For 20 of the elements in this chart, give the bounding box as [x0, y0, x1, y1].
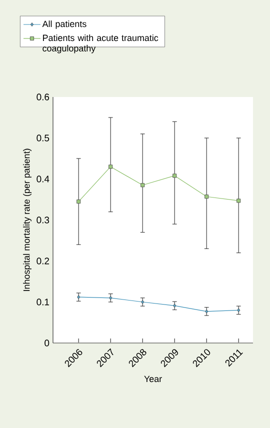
- point: [236, 198, 241, 203]
- y-axis-title: Inhospital mortality rate (per patient): [23, 148, 32, 291]
- point: [76, 200, 81, 204]
- point: [173, 304, 176, 308]
- point: [140, 183, 145, 188]
- point: [237, 308, 240, 312]
- y-tick-label: 0.1: [36, 298, 50, 306]
- y-tick-label: 0: [44, 340, 50, 346]
- y-tick-label: 0.2: [36, 258, 50, 264]
- x-axis-title: Year: [144, 376, 162, 382]
- point: [204, 194, 209, 199]
- y-tick-label: 0.4: [36, 176, 50, 182]
- legend-label: Patients with acute traumatic coagulopathy: [42, 34, 158, 54]
- y-tick-label: 0.5: [36, 134, 50, 142]
- y-tick-label: 0.3: [36, 216, 50, 224]
- y-tick-label: 0.6: [36, 94, 50, 100]
- legend-label: All patients: [42, 20, 86, 29]
- point: [108, 164, 113, 169]
- point: [141, 300, 144, 304]
- point: [172, 174, 177, 178]
